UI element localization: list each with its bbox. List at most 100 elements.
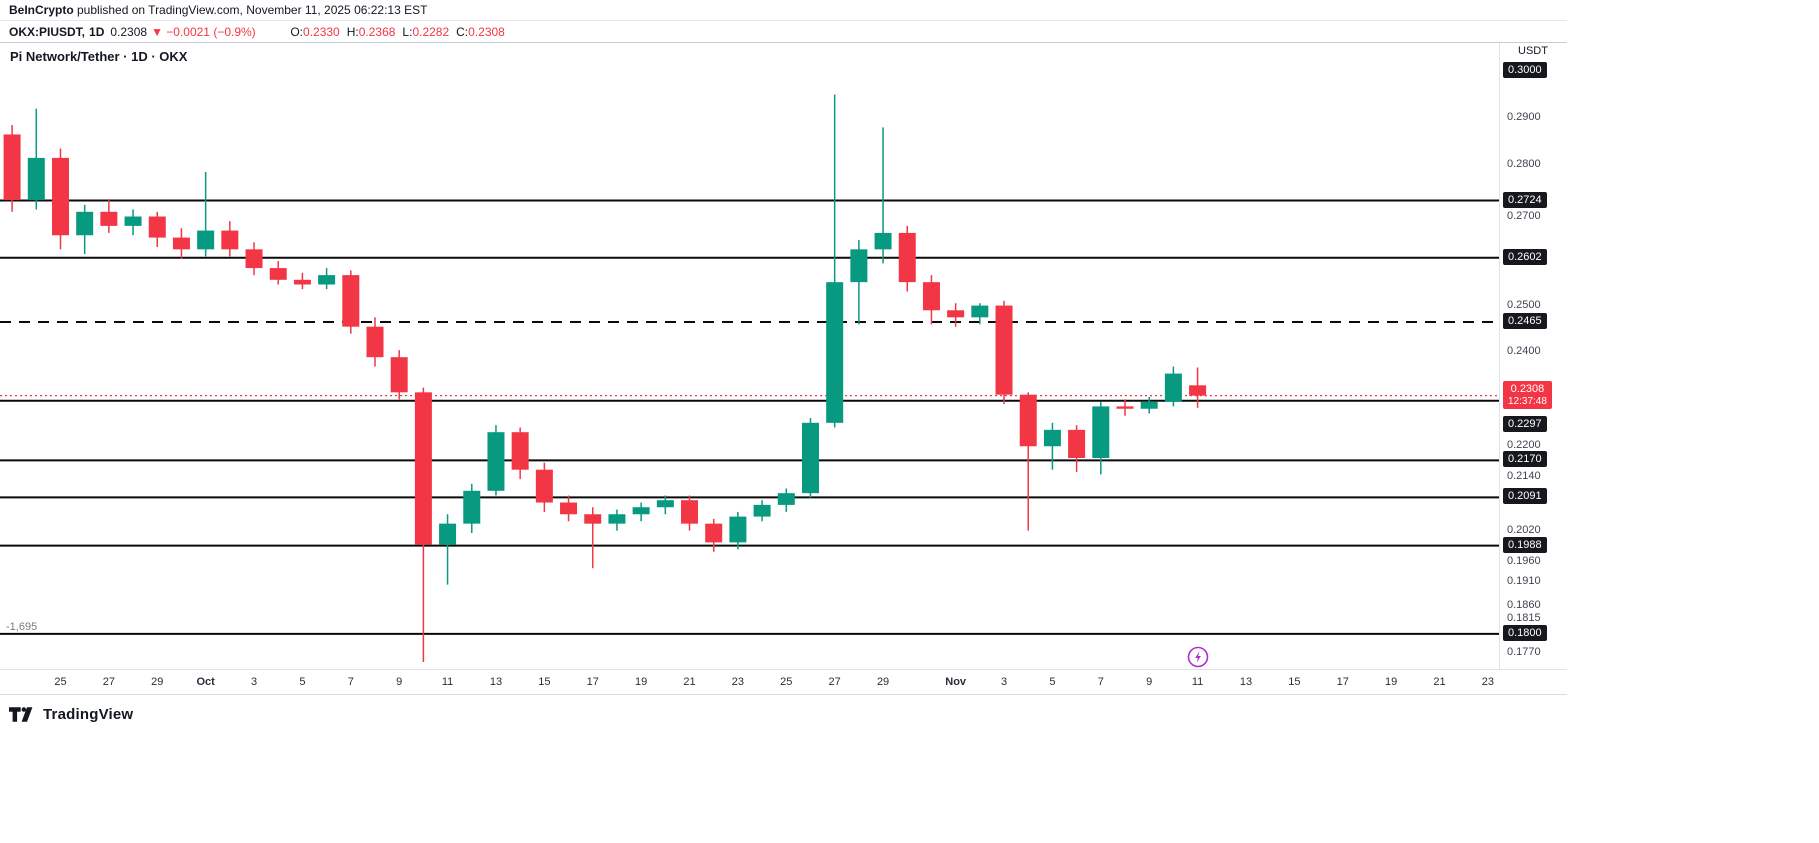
time-tick-29: 29 — [876, 676, 890, 688]
candle-body-Oct-28 — [850, 249, 868, 283]
price-tick-0.2700: 0.2700 — [1507, 209, 1541, 222]
price-level-badge-0.2091: 0.2091 — [1503, 488, 1547, 505]
price-level-badge-0.2724: 0.2724 — [1503, 191, 1547, 208]
price-tick-0.1770: 0.1770 — [1507, 645, 1541, 658]
time-tick-25: 25 — [780, 676, 793, 688]
ohlc-values: O:0.2330 H:0.2368 L:0.2282 C:0.2308 — [264, 11, 512, 53]
candle-body-Oct-10 — [414, 392, 432, 545]
chart-widget: BeInCrypto published on TradingView.com,… — [0, 0, 1567, 723]
price-change: ▼ −0.0021 (−0.9%) — [151, 24, 256, 39]
candle-body-Oct-2 — [221, 230, 239, 250]
candle-body-Nov-2 — [971, 305, 989, 318]
attribution-text: published on TradingView.com, November 1… — [73, 3, 428, 17]
time-tick-19: 19 — [1385, 676, 1398, 688]
time-tick-3: 3 — [1000, 676, 1008, 688]
candle-body-Nov-3 — [995, 305, 1013, 395]
price-level-badge-0.2170: 0.2170 — [1503, 451, 1547, 468]
candle-body-Oct-29 — [874, 232, 892, 250]
candle-body-Oct-31 — [922, 282, 940, 311]
candle-body-Sep-28 — [124, 216, 142, 226]
candle-body-Oct-18 — [608, 514, 626, 524]
price-tick-0.1815: 0.1815 — [1507, 611, 1541, 624]
time-tick-17: 17 — [586, 676, 599, 688]
time-axis[interactable]: 25 27 29 Oct 3 5 7 9 11 13 15 17 19 21 23 25 27 29 Nov 3 5 7 9… — [0, 669, 1567, 695]
time-tick-23: 23 — [1481, 676, 1495, 688]
price-tick-0.2900: 0.2900 — [1507, 111, 1541, 124]
bar-countdown: 12:37:48 — [1508, 395, 1547, 407]
tradingview-logo-icon[interactable] — [9, 706, 36, 722]
time-tick-5: 5 — [1049, 676, 1056, 688]
low-value: 0.2282 — [412, 24, 450, 39]
candle-body-Nov-9 — [1140, 401, 1158, 409]
current-price-badge: 0.2308 12:37:48 — [1503, 380, 1552, 409]
candle-body-Nov-7 — [1092, 406, 1110, 458]
candle-body-Oct-4 — [269, 268, 287, 280]
candle-body-Nov-4 — [1019, 394, 1037, 447]
price-tick-0.1960: 0.1960 — [1507, 554, 1541, 567]
current-price-value: 0.2308 — [1510, 382, 1545, 395]
event-lightning-icon[interactable] — [1187, 646, 1209, 668]
time-tick-19: 19 — [635, 676, 648, 688]
chart-frame: Pi Network/Tether · 1D · OKX -1,695 USDT… — [0, 43, 1567, 669]
price-level-badge-0.3000: 0.3000 — [1503, 62, 1547, 79]
candle-body-Sep-29 — [148, 216, 166, 238]
time-tick-27: 27 — [828, 676, 841, 688]
candle-body-Oct-9 — [390, 357, 408, 393]
time-tick-17: 17 — [1336, 676, 1349, 688]
time-tick-7: 7 — [347, 676, 354, 688]
high-label: H: — [346, 24, 359, 39]
attribution-bar: BeInCrypto published on TradingView.com,… — [0, 0, 1567, 21]
candle-body-Oct-12 — [463, 490, 481, 524]
time-tick-11: 11 — [1191, 676, 1204, 688]
candle-body-Oct-19 — [632, 507, 650, 515]
symbol-name: OKX:PIUSDT, — [9, 24, 86, 39]
candle-body-Oct-1 — [197, 230, 215, 250]
tradingview-logo-text[interactable]: TradingView — [43, 705, 134, 723]
drawing-value-label: -1,695 — [6, 621, 38, 634]
close-value: 0.2308 — [468, 24, 505, 39]
high-value: 0.2368 — [358, 24, 396, 39]
price-tick-0.2200: 0.2200 — [1507, 439, 1541, 452]
price-tick-0.2500: 0.2500 — [1507, 298, 1541, 311]
candle-body-Nov-11 — [1189, 385, 1207, 396]
price-level-badge-0.2465: 0.2465 — [1503, 313, 1547, 329]
candle-body-Oct-5 — [293, 279, 311, 285]
candle-body-Oct-14 — [511, 432, 529, 470]
candle-body-Oct-21 — [681, 500, 699, 524]
price-axis[interactable]: USDT 0.2900 0.2800 0.2700 0.2500 0.2400 0.220… — [1500, 43, 1566, 669]
time-tick-15: 15 — [1288, 676, 1301, 688]
time-tick-Nov: Nov — [945, 676, 967, 688]
candle-body-Sep-27 — [100, 211, 118, 226]
candle-body-Oct-16 — [560, 502, 578, 515]
candle-body-Oct-27 — [826, 282, 844, 423]
price-level-badge-0.2602: 0.2602 — [1503, 248, 1547, 265]
price-tick-0.1910: 0.1910 — [1507, 575, 1541, 588]
time-tick-13: 13 — [1239, 676, 1253, 688]
time-tick-5: 5 — [299, 676, 306, 688]
candle-body-Oct-23 — [729, 516, 747, 543]
time-tick-29: 29 — [151, 676, 164, 688]
time-tick-21: 21 — [1433, 676, 1446, 688]
chart-legend-title: Pi Network/Tether · 1D · OKX — [10, 49, 188, 64]
time-tick-25: 25 — [54, 676, 67, 688]
open-label: O: — [290, 24, 304, 39]
candle-body-Nov-6 — [1068, 429, 1086, 458]
candle-body-Nov-8 — [1116, 406, 1134, 409]
time-tick-3: 3 — [250, 676, 258, 688]
symbol-info-bar: OKX:PIUSDT, 1D 0.2308 ▼ −0.0021 (−0.9%) … — [0, 21, 1567, 43]
candle-body-Sep-24 — [27, 157, 45, 201]
price-tick-0.1860: 0.1860 — [1507, 598, 1541, 611]
time-tick-27: 27 — [102, 676, 115, 688]
time-tick-11: 11 — [441, 676, 454, 688]
time-tick-13: 13 — [489, 676, 503, 688]
candle-body-Nov-5 — [1043, 429, 1061, 447]
interval-label: 1D — [89, 24, 105, 39]
chart-plot-area[interactable]: Pi Network/Tether · 1D · OKX -1,695 — [0, 43, 1500, 669]
price-level-badge-0.1988: 0.1988 — [1503, 536, 1547, 553]
candle-body-Oct-25 — [777, 493, 795, 505]
axis-currency-label: USDT — [1518, 45, 1548, 57]
close-label: C: — [456, 24, 469, 39]
attribution-author: BeInCrypto — [9, 3, 74, 17]
time-tick-7: 7 — [1097, 676, 1104, 688]
